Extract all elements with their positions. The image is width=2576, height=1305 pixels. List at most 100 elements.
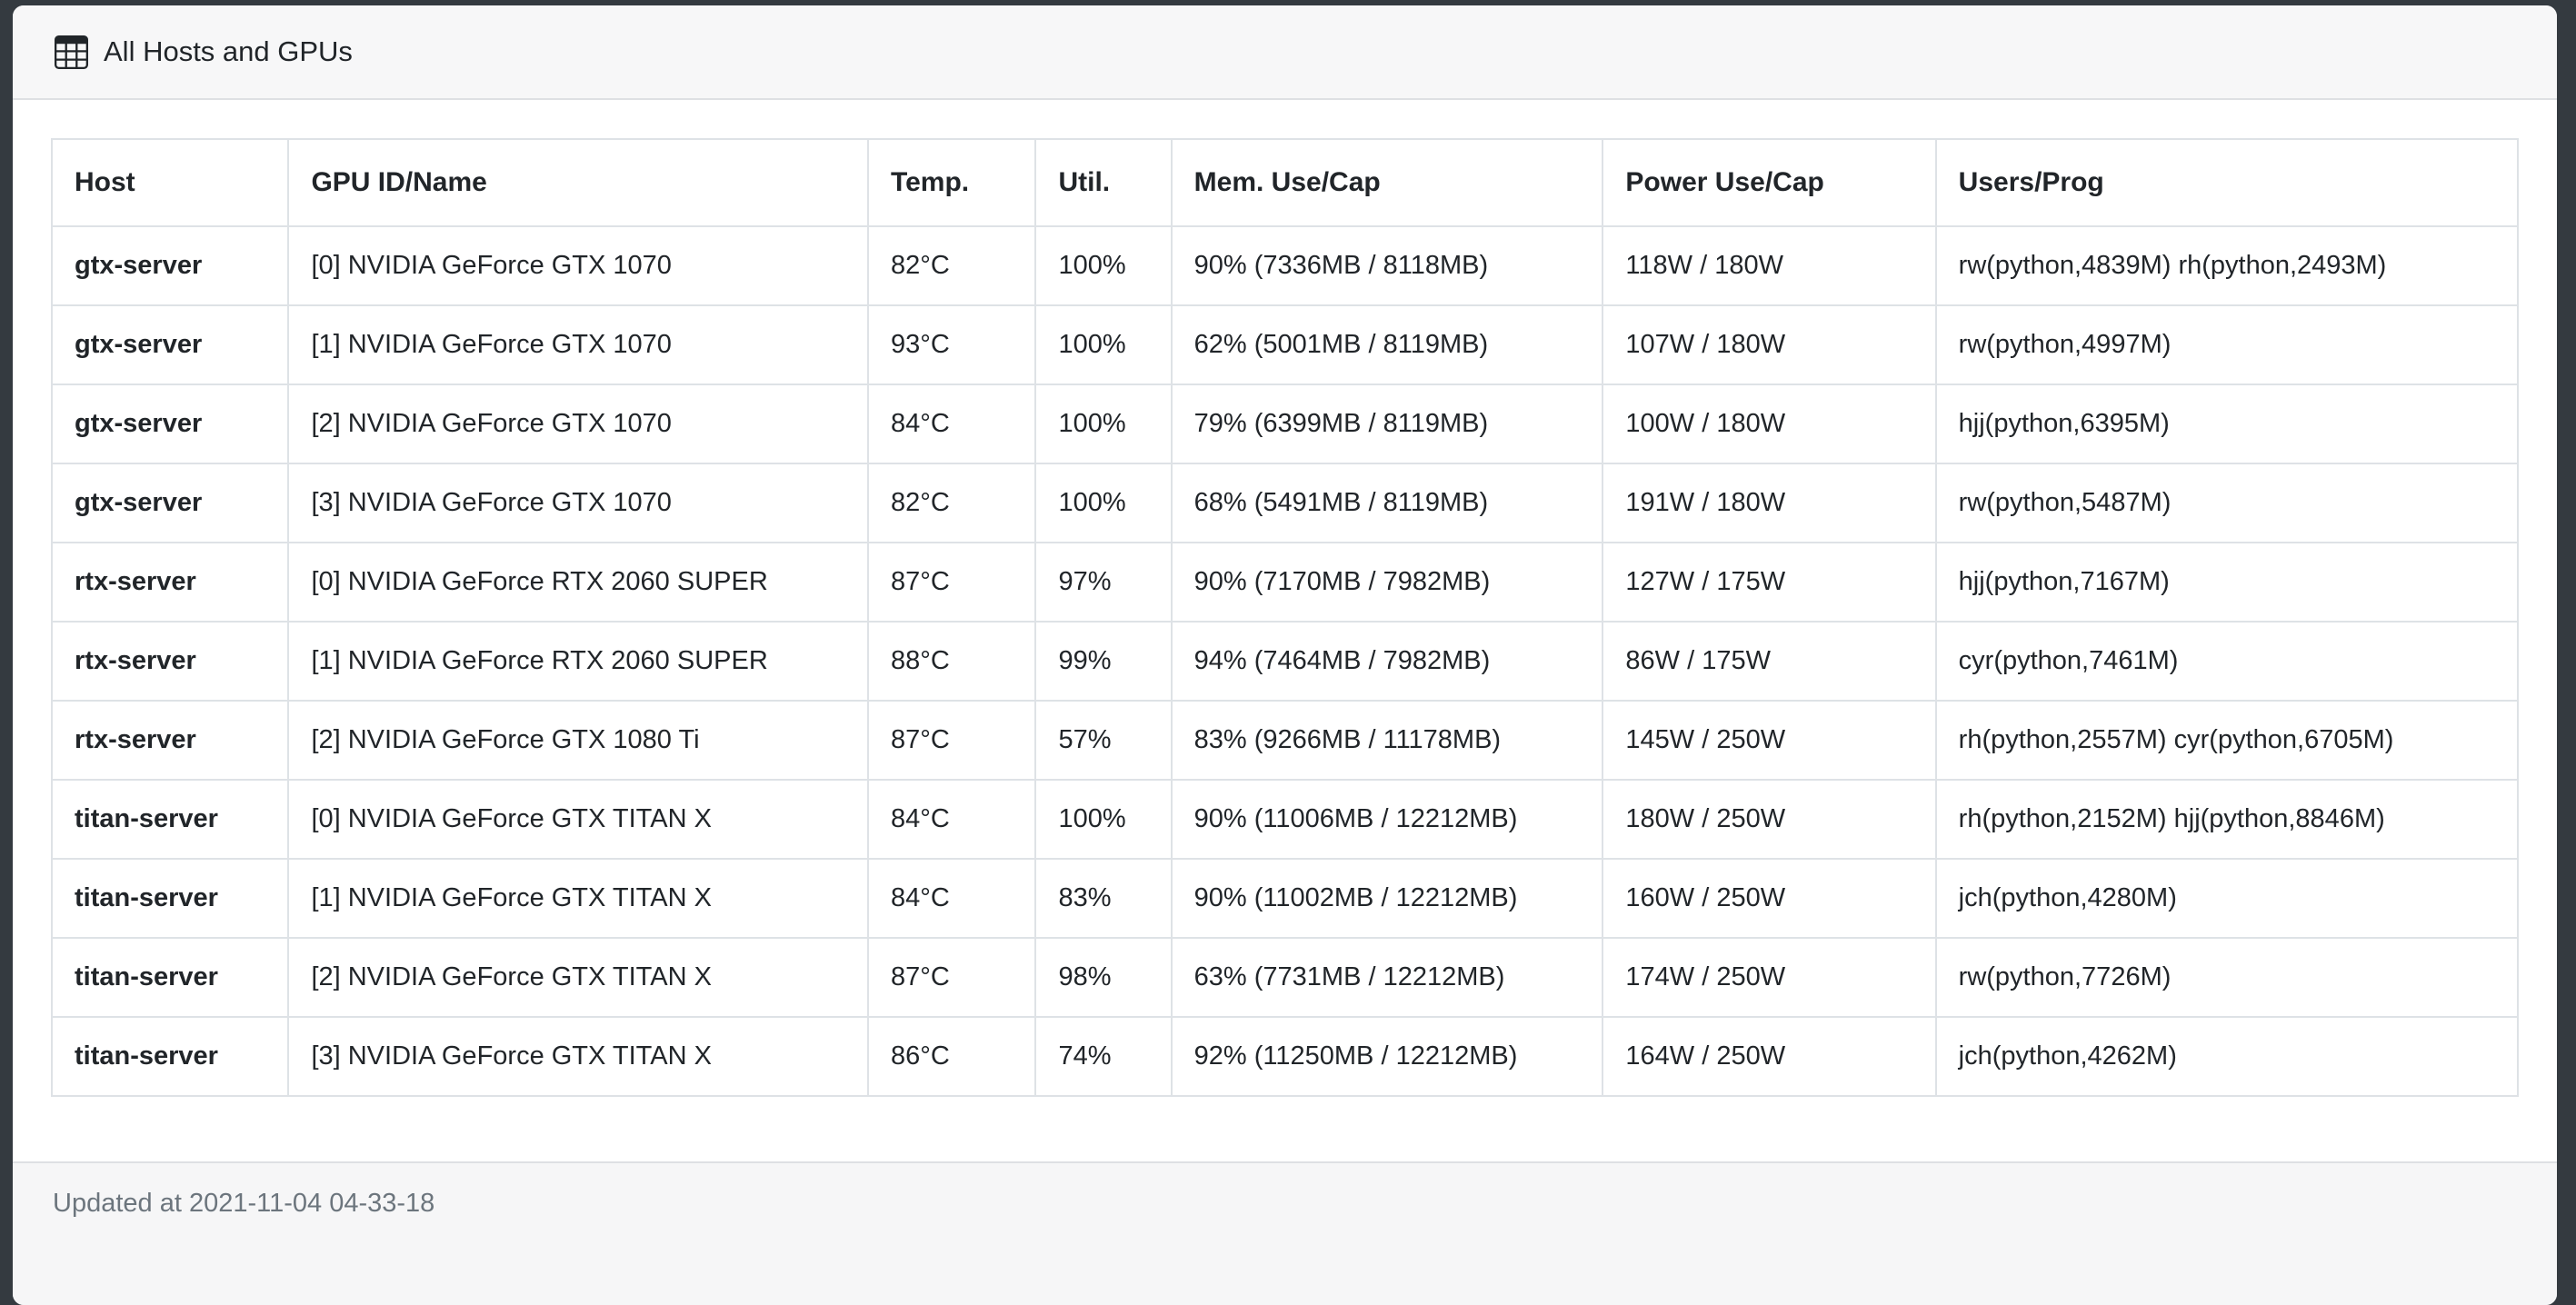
cell-util: 98% <box>1034 937 1173 1018</box>
cell-mem-use-cap: 68% (5491MB / 8119MB) <box>1170 463 1604 543</box>
cell-mem-use-cap: 63% (7731MB / 12212MB) <box>1170 937 1604 1018</box>
column-header-gpu: GPU ID/Name <box>287 138 869 227</box>
column-header-temp: Temp. <box>866 138 1037 227</box>
table-row: gtx-server [3] NVIDIA GeForce GTX 1070 8… <box>50 463 2520 543</box>
table-grid-icon <box>55 35 88 69</box>
table-row: titan-server [2] NVIDIA GeForce GTX TITA… <box>50 937 2520 1018</box>
cell-power-use-cap: 107W / 180W <box>1602 304 1937 385</box>
cell-gpu-id-name: [1] NVIDIA GeForce GTX TITAN X <box>287 858 869 939</box>
cell-temp: 88°C <box>866 621 1037 702</box>
cell-power-use-cap: 180W / 250W <box>1602 779 1937 860</box>
cell-util: 97% <box>1034 542 1173 623</box>
cell-host: titan-server <box>50 937 290 1018</box>
cell-host: gtx-server <box>50 225 290 306</box>
cell-gpu-id-name: [2] NVIDIA GeForce GTX 1070 <box>287 384 869 464</box>
gpu-table-body: gtx-server [0] NVIDIA GeForce GTX 1070 8… <box>50 225 2520 1097</box>
cell-gpu-id-name: [3] NVIDIA GeForce GTX TITAN X <box>287 1016 869 1097</box>
cell-users-prog: hjj(python,6395M) <box>1934 384 2520 464</box>
cell-users-prog: rw(python,5487M) <box>1934 463 2520 543</box>
table-row: rtx-server [1] NVIDIA GeForce RTX 2060 S… <box>50 621 2520 702</box>
cell-users-prog: cyr(python,7461M) <box>1934 621 2520 702</box>
cell-temp: 84°C <box>866 384 1037 464</box>
cell-host: gtx-server <box>50 384 290 464</box>
cell-mem-use-cap: 94% (7464MB / 7982MB) <box>1170 621 1604 702</box>
cell-temp: 86°C <box>866 1016 1037 1097</box>
table-row: titan-server [0] NVIDIA GeForce GTX TITA… <box>50 779 2520 860</box>
cell-users-prog: rw(python,4997M) <box>1934 304 2520 385</box>
cell-temp: 87°C <box>866 700 1037 781</box>
cell-temp: 82°C <box>866 225 1037 306</box>
updated-timestamp: Updated at 2021-11-04 04-33-18 <box>53 1189 435 1218</box>
cell-power-use-cap: 164W / 250W <box>1602 1016 1937 1097</box>
card-body: Host GPU ID/Name Temp. Util. Mem. Use/Ca… <box>13 100 2557 1161</box>
cell-gpu-id-name: [0] NVIDIA GeForce GTX TITAN X <box>287 779 869 860</box>
column-header-power: Power Use/Cap <box>1602 138 1937 227</box>
cell-temp: 87°C <box>866 542 1037 623</box>
column-header-host: Host <box>50 138 290 227</box>
cell-util: 100% <box>1034 225 1173 306</box>
cell-util: 57% <box>1034 700 1173 781</box>
table-row: titan-server [1] NVIDIA GeForce GTX TITA… <box>50 858 2520 939</box>
cell-temp: 93°C <box>866 304 1037 385</box>
cell-mem-use-cap: 90% (11006MB / 12212MB) <box>1170 779 1604 860</box>
table-row: gtx-server [1] NVIDIA GeForce GTX 1070 9… <box>50 304 2520 385</box>
cell-util: 74% <box>1034 1016 1173 1097</box>
cell-users-prog: rw(python,7726M) <box>1934 937 2520 1018</box>
table-row: rtx-server [0] NVIDIA GeForce RTX 2060 S… <box>50 542 2520 623</box>
cell-temp: 84°C <box>866 779 1037 860</box>
cell-util: 83% <box>1034 858 1173 939</box>
gpu-table: Host GPU ID/Name Temp. Util. Mem. Use/Ca… <box>50 138 2520 1097</box>
cell-power-use-cap: 118W / 180W <box>1602 225 1937 306</box>
card-footer: Updated at 2021-11-04 04-33-18 <box>13 1161 2557 1305</box>
cell-mem-use-cap: 90% (7336MB / 8118MB) <box>1170 225 1604 306</box>
cell-gpu-id-name: [2] NVIDIA GeForce GTX 1080 Ti <box>287 700 869 781</box>
cell-mem-use-cap: 90% (11002MB / 12212MB) <box>1170 858 1604 939</box>
cell-power-use-cap: 145W / 250W <box>1602 700 1937 781</box>
cell-power-use-cap: 86W / 175W <box>1602 621 1937 702</box>
table-row: titan-server [3] NVIDIA GeForce GTX TITA… <box>50 1016 2520 1097</box>
page-title: All Hosts and GPUs <box>104 35 353 67</box>
cell-util: 100% <box>1034 384 1173 464</box>
cell-host: gtx-server <box>50 463 290 543</box>
cell-power-use-cap: 191W / 180W <box>1602 463 1937 543</box>
column-header-mem: Mem. Use/Cap <box>1170 138 1604 227</box>
table-row: rtx-server [2] NVIDIA GeForce GTX 1080 T… <box>50 700 2520 781</box>
hosts-gpus-card: All Hosts and GPUs Host GPU ID/Name Temp… <box>13 5 2557 1305</box>
cell-host: rtx-server <box>50 542 290 623</box>
cell-gpu-id-name: [0] NVIDIA GeForce RTX 2060 SUPER <box>287 542 869 623</box>
cell-gpu-id-name: [3] NVIDIA GeForce GTX 1070 <box>287 463 869 543</box>
cell-mem-use-cap: 90% (7170MB / 7982MB) <box>1170 542 1604 623</box>
cell-gpu-id-name: [2] NVIDIA GeForce GTX TITAN X <box>287 937 869 1018</box>
cell-gpu-id-name: [1] NVIDIA GeForce GTX 1070 <box>287 304 869 385</box>
cell-host: gtx-server <box>50 304 290 385</box>
cell-util: 100% <box>1034 463 1173 543</box>
cell-host: titan-server <box>50 858 290 939</box>
cell-mem-use-cap: 92% (11250MB / 12212MB) <box>1170 1016 1604 1097</box>
cell-users-prog: rh(python,2152M) hjj(python,8846M) <box>1934 779 2520 860</box>
card-header: All Hosts and GPUs <box>13 5 2557 100</box>
cell-util: 100% <box>1034 304 1173 385</box>
cell-host: rtx-server <box>50 700 290 781</box>
cell-host: titan-server <box>50 1016 290 1097</box>
column-header-util: Util. <box>1034 138 1173 227</box>
cell-power-use-cap: 174W / 250W <box>1602 937 1937 1018</box>
cell-host: titan-server <box>50 779 290 860</box>
cell-util: 99% <box>1034 621 1173 702</box>
cell-power-use-cap: 127W / 175W <box>1602 542 1937 623</box>
cell-mem-use-cap: 79% (6399MB / 8119MB) <box>1170 384 1604 464</box>
cell-gpu-id-name: [0] NVIDIA GeForce GTX 1070 <box>287 225 869 306</box>
cell-temp: 87°C <box>866 937 1037 1018</box>
cell-temp: 82°C <box>866 463 1037 543</box>
cell-temp: 84°C <box>866 858 1037 939</box>
cell-gpu-id-name: [1] NVIDIA GeForce RTX 2060 SUPER <box>287 621 869 702</box>
cell-mem-use-cap: 62% (5001MB / 8119MB) <box>1170 304 1604 385</box>
cell-power-use-cap: 100W / 180W <box>1602 384 1937 464</box>
table-header-row: Host GPU ID/Name Temp. Util. Mem. Use/Ca… <box>50 138 2520 227</box>
column-header-users: Users/Prog <box>1934 138 2520 227</box>
cell-users-prog: rw(python,4839M) rh(python,2493M) <box>1934 225 2520 306</box>
table-row: gtx-server [0] NVIDIA GeForce GTX 1070 8… <box>50 225 2520 306</box>
page: { "card": { "title": "All Hosts and GPUs… <box>13 5 2557 1305</box>
cell-users-prog: hjj(python,7167M) <box>1934 542 2520 623</box>
cell-host: rtx-server <box>50 621 290 702</box>
cell-users-prog: jch(python,4280M) <box>1934 858 2520 939</box>
